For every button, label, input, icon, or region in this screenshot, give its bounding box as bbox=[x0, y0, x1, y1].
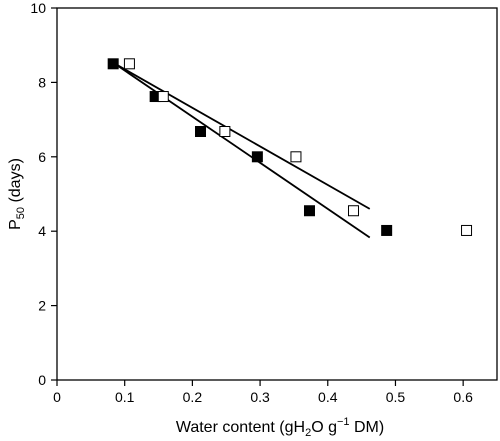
x-tick-label: 0.6 bbox=[453, 389, 473, 405]
filled-square-point bbox=[251, 151, 263, 163]
y-tick-label: 8 bbox=[38, 74, 46, 90]
x-tick-label: 0.3 bbox=[250, 389, 270, 405]
x-axis-label: Water content (gH2O g−1 DM) bbox=[176, 416, 384, 439]
y-axis-label: P50 (days) bbox=[7, 158, 27, 230]
fit-lines bbox=[112, 61, 371, 239]
y-tick-label: 4 bbox=[38, 223, 46, 239]
filled-square-point bbox=[107, 58, 119, 70]
filled-square-point bbox=[303, 205, 315, 217]
x-tick-label: 0.2 bbox=[183, 389, 203, 405]
open-square-point bbox=[157, 91, 169, 103]
markers bbox=[107, 58, 473, 236]
x-tick-label: 0.5 bbox=[386, 389, 406, 405]
plot-frame bbox=[56, 7, 498, 381]
x-tick-label: 0.4 bbox=[318, 389, 338, 405]
filled-square-point bbox=[195, 126, 207, 138]
fit-line bbox=[112, 61, 371, 210]
open-square-point bbox=[461, 224, 473, 236]
filled-square-point bbox=[381, 224, 393, 236]
open-square-point bbox=[347, 205, 359, 217]
y-tick-label: 10 bbox=[30, 0, 46, 16]
y-tick-label: 2 bbox=[38, 298, 46, 314]
axes: 0 0.1 0.2 0.3 0.4 0.5 0.6 0 2 4 6 8 10 bbox=[30, 0, 498, 405]
x-tick-label: 0 bbox=[53, 389, 61, 405]
y-tick-label: 0 bbox=[38, 372, 46, 388]
open-square-point bbox=[219, 126, 231, 138]
x-tick-label: 0.1 bbox=[115, 389, 135, 405]
fit-line bbox=[112, 61, 371, 239]
open-square-point bbox=[123, 58, 135, 70]
y-tick-label: 6 bbox=[38, 149, 46, 165]
open-square-point bbox=[290, 151, 302, 163]
